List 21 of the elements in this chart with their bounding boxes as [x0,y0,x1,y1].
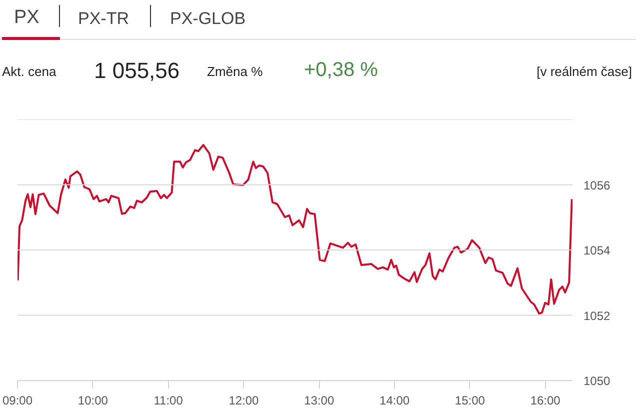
y-tick-label: 1050 [584,374,611,388]
text: PX-TR [78,8,129,30]
x-tick-label: 14:00 [380,394,410,408]
x-tick-label: 13:00 [304,394,334,408]
chart-title: PX [14,6,40,30]
text: PX-GLOB [170,8,246,30]
text: [v reálném čase] [536,63,632,81]
x-tick-label: 09:00 [2,394,33,408]
x-tick-label: 16:00 [530,394,561,408]
x-tick-label: 15:00 [454,394,486,408]
text: Změna % [207,63,263,81]
x-tick-label: 12:00 [228,394,260,408]
x-tick-label: 10:00 [78,394,108,408]
y-tick-label: 1056 [584,178,611,192]
text: Akt. cena [2,63,56,81]
y-tick-label: 1052 [584,308,611,323]
x-tick-label: 11:00 [154,394,184,408]
text: +0,38 % [304,58,378,83]
text: 1 055,56 [94,57,180,85]
line-series [18,144,572,315]
y-tick-label: 1054 [584,244,611,258]
